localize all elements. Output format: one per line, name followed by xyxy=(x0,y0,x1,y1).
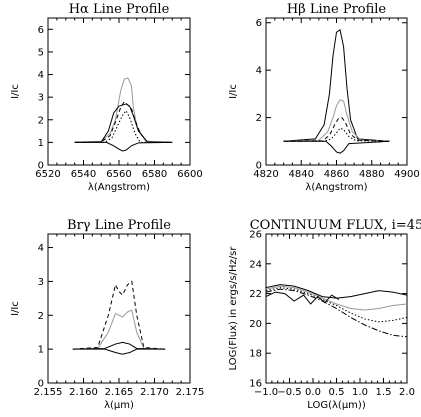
y-axis-label: I/Ic xyxy=(10,301,21,316)
x-tick-label: 2.170 xyxy=(140,387,169,398)
x-tick-label: 0.5 xyxy=(329,387,345,398)
panel-h-beta: Hβ Line Profile 4820 4840 4860 4880 4900 0 2 4 6 λ… xyxy=(228,2,420,193)
x-tick-label: 4840 xyxy=(289,169,314,180)
series-line-5 xyxy=(74,141,173,152)
y-tick-label: 3 xyxy=(38,277,44,288)
x-axis-label: LOG(λ(μm)) xyxy=(307,400,366,411)
x-tick-label: 0.0 xyxy=(305,387,321,398)
y-tick-label: 2 xyxy=(38,115,44,126)
plot-frame xyxy=(47,233,191,384)
y-tick-label: 0 xyxy=(256,161,262,172)
y-tick-label: 2 xyxy=(256,113,262,124)
series-line-3 xyxy=(283,116,390,142)
y-tick-label: 4 xyxy=(256,66,262,77)
series-line-2 xyxy=(72,309,166,350)
y-tick-label: 5 xyxy=(38,47,44,58)
series-line-2 xyxy=(283,99,390,142)
x-tick-label: 4880 xyxy=(359,169,384,180)
y-tick-label: 4 xyxy=(38,70,44,81)
y-tick-label: 0 xyxy=(38,379,44,390)
plot-frame xyxy=(47,17,191,166)
x-tick-label: 6520 xyxy=(35,169,60,180)
y-axis-label: I/Ic xyxy=(228,84,239,99)
y-tick-label: 24 xyxy=(249,259,262,270)
x-tick-label: 4900 xyxy=(394,169,419,180)
y-tick-label: 20 xyxy=(249,319,262,330)
x-tick-label: 1.5 xyxy=(376,387,392,398)
y-tick-label: 1 xyxy=(38,345,44,356)
y-tick-label: 4 xyxy=(38,243,44,254)
y-tick-label: 1 xyxy=(38,138,44,149)
x-tick-label: −1.0 xyxy=(254,387,278,398)
series-line-3 xyxy=(74,103,173,143)
x-tick-label: 4860 xyxy=(324,169,349,180)
chart-title: Brγ Line Profile xyxy=(67,218,171,233)
plot-frame xyxy=(265,17,408,166)
y-tick-label: 26 xyxy=(249,230,262,241)
y-tick-label: 3 xyxy=(38,93,44,104)
y-tick-label: 16 xyxy=(249,379,262,390)
x-tick-label: 1.0 xyxy=(352,387,368,398)
series-line-4 xyxy=(283,127,390,142)
y-tick-label: 6 xyxy=(38,25,44,36)
panel-br-gamma: Brγ Line Profile 2.155 2.160 2.165 2.170 2.17… xyxy=(10,218,204,411)
series-line-1 xyxy=(74,77,173,143)
series-line-2 xyxy=(266,285,407,311)
series-line-4 xyxy=(266,288,407,338)
chart-title: Hα Line Profile xyxy=(69,2,170,17)
series-line-4 xyxy=(74,109,173,143)
x-tick-label: 2.155 xyxy=(34,387,63,398)
x-tick-label: 2.165 xyxy=(105,387,134,398)
x-tick-label: 6600 xyxy=(177,169,202,180)
y-tick-label: 22 xyxy=(249,289,262,300)
x-axis-label: λ(Angstrom) xyxy=(88,182,150,193)
x-tick-label: 4820 xyxy=(253,169,278,180)
panel-continuum-flux: CONTINUUM FLUX, i=45 −1.0 −0.5 0.0 0.5 1.0 1.5… xyxy=(228,218,421,411)
series-line-4 xyxy=(72,348,166,355)
x-tick-label: 2.160 xyxy=(69,387,98,398)
x-tick-label: 2.0 xyxy=(399,387,415,398)
series-line-3 xyxy=(266,287,407,323)
series-line-2 xyxy=(74,100,173,143)
x-tick-label: −0.5 xyxy=(277,387,301,398)
y-tick-label: 6 xyxy=(256,18,262,29)
x-axis-label: λ(Angstrom) xyxy=(305,182,367,193)
series-line-1 xyxy=(72,280,166,350)
y-tick-label: 2 xyxy=(38,311,44,322)
x-tick-label: 6540 xyxy=(71,169,96,180)
series-line-3 xyxy=(72,341,166,350)
panel-h-alpha: Hα Line Profile 6520 6540 6560 6580 6600 0 1 2 3 4… xyxy=(10,2,203,193)
x-tick-label: 2.175 xyxy=(176,387,205,398)
x-tick-label: 6560 xyxy=(106,169,131,180)
y-axis-label: LOG(Flux) in ergs/s/Hz/sr xyxy=(228,246,239,371)
x-axis-label: λ(μm) xyxy=(104,400,134,411)
chart-title: CONTINUUM FLUX, i=45 xyxy=(250,218,421,233)
x-tick-label: 6580 xyxy=(142,169,167,180)
series-line-1 xyxy=(283,29,390,142)
chart-title: Hβ Line Profile xyxy=(287,2,387,17)
y-tick-label: 18 xyxy=(249,349,262,360)
y-tick-label: 0 xyxy=(38,161,44,172)
y-axis-label: I/Ic xyxy=(10,84,21,99)
series-line-5 xyxy=(283,140,390,154)
series-line-5 xyxy=(266,291,340,305)
